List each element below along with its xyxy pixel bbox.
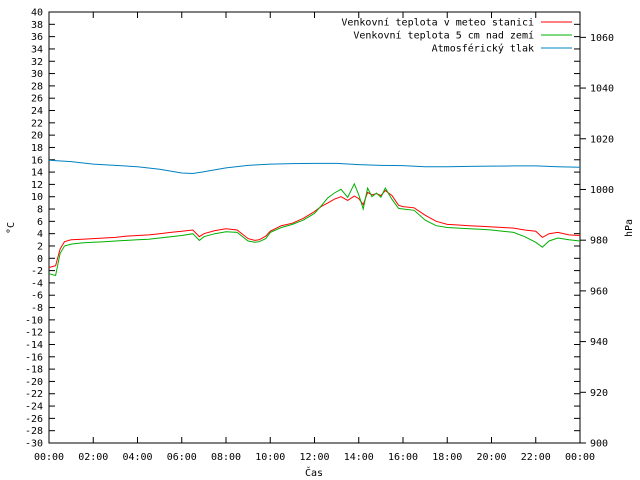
y-left-tick-label: 20 [31,131,43,142]
y-left-tick-label: -26 [25,414,43,425]
series-line-2 [48,159,581,175]
y-left-tick-label: -22 [25,389,43,400]
y-left-tick-label: -24 [25,402,43,413]
y-left-tick-label: 38 [31,20,43,31]
y-left-tick-label: 16 [31,155,43,166]
y-right-tick-label: 1000 [590,185,614,196]
y-left-tick-label: -16 [25,352,43,363]
y-axis-left: -30-28-26-24-22-20-18-16-14-12-10-8-6-4-… [25,8,580,450]
x-tick-label: 12:00 [299,452,329,463]
y-left-tick-label: 26 [31,94,43,105]
y-left-tick-label: 30 [31,69,43,80]
x-tick-label: 14:00 [344,452,374,463]
y-axis-right: 900 920 940 960 980 1000 1020 1040 1060 [580,33,614,450]
y-left-tick-label: 36 [31,32,43,43]
y-left-tick-label: -30 [25,439,43,450]
series-line-1 [48,182,581,277]
y-left-tick-label: 12 [31,180,43,191]
x-tick-label: 16:00 [388,452,418,463]
y-left-tick-label: 10 [31,192,43,203]
y-right-tick-label: 920 [590,388,608,399]
x-tick-label: 04:00 [122,452,152,463]
y-left-tick-label: 22 [31,118,43,129]
y-left-tick-label: 6 [37,217,43,228]
y-right-tick-label: 1040 [590,84,614,95]
y-left-tick-label: 24 [31,106,43,117]
x-tick-label: 18:00 [432,452,462,463]
x-axis-label: Čas [305,466,323,479]
y-axis-left-label: °C [6,222,17,234]
x-tick-label: 10:00 [255,452,285,463]
y-left-tick-label: -12 [25,328,43,339]
y-left-tick-label: -14 [25,340,43,351]
y-left-tick-label: -18 [25,365,43,376]
y-left-tick-label: 8 [37,205,43,216]
x-tick-label: 08:00 [211,452,241,463]
y-left-tick-label: -20 [25,377,43,388]
legend-label: Venkovní teplota v meteo stanici [341,17,534,29]
y-right-tick-label: 980 [590,236,608,247]
x-tick-label: 20:00 [476,452,506,463]
y-right-tick-label: 960 [590,286,608,297]
y-left-tick-label: 0 [37,254,43,265]
x-tick-label: 02:00 [78,452,108,463]
y-left-tick-label: 28 [31,81,43,92]
series-layer [48,159,581,277]
y-left-tick-label: 34 [31,44,43,55]
legend-label: Atmosférický tlak [432,43,534,55]
y-right-tick-label: 1060 [590,33,614,44]
y-left-tick-label: 2 [37,241,43,252]
y-left-tick-label: 4 [37,229,43,240]
y-left-tick-label: -6 [31,291,43,302]
y-left-tick-label: 32 [31,57,43,68]
y-left-tick-label: 40 [31,8,43,19]
series-line-0 [48,189,581,268]
x-tick-label: 00:00 [34,452,64,463]
x-tick-label: 00:00 [565,452,595,463]
y-axis-right-label: hPa [624,219,635,237]
y-right-tick-label: 900 [590,439,608,450]
legend: Venkovní teplota v meteo staniciVenkovní… [341,17,572,55]
y-left-tick-label: 18 [31,143,43,154]
y-left-tick-label: 14 [31,168,43,179]
y-right-tick-label: 940 [590,337,608,348]
x-tick-label: 22:00 [521,452,551,463]
y-left-tick-label: -28 [25,426,43,437]
legend-label: Venkovní teplota 5 cm nad zemí [353,30,534,42]
y-right-tick-label: 1020 [590,134,614,145]
x-tick-label: 06:00 [167,452,197,463]
y-left-tick-label: -2 [31,266,43,277]
y-left-tick-label: -10 [25,315,43,326]
y-left-tick-label: -8 [31,303,43,314]
x-axis: 00:00 02:00 04:00 06:00 08:00 10:00 12:00 14:00… [34,12,595,463]
y-left-tick-label: -4 [31,278,43,289]
